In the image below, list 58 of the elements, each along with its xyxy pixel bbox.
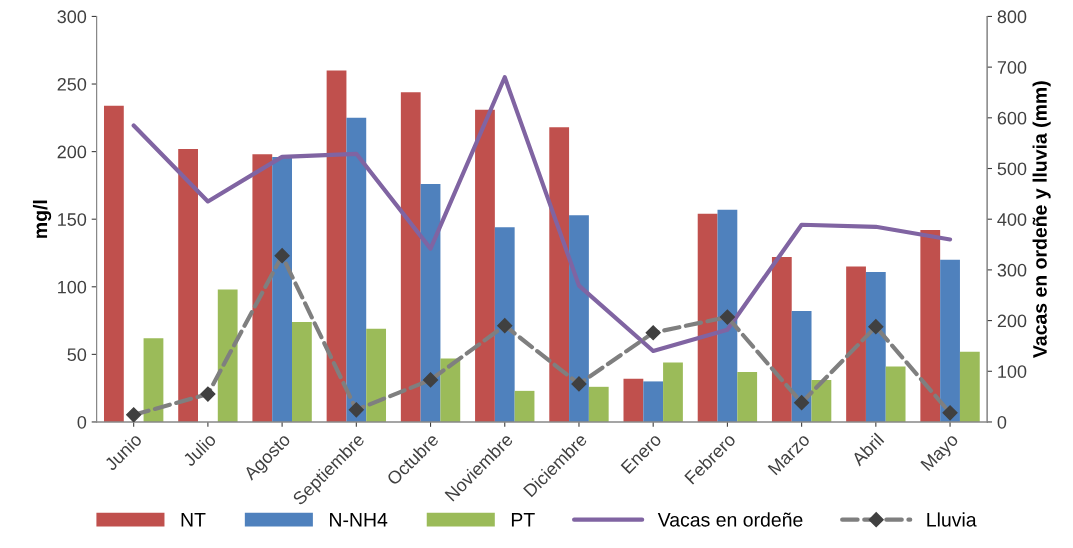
y2-tick-label: 700 <box>997 61 1027 74</box>
y2-axis-title: Vacas en ordeñe y lluvia (mm) <box>1032 81 1051 358</box>
bar <box>366 328 387 422</box>
y2-tick-label: 0 <box>997 415 1007 429</box>
x-tick-label: Julio <box>181 432 217 468</box>
bar <box>623 378 644 422</box>
y-tick-label: 50 <box>67 348 87 362</box>
bar <box>737 371 758 422</box>
bar <box>865 271 886 422</box>
legend-label: PT <box>511 513 535 527</box>
y2-tick-label: 200 <box>997 314 1027 328</box>
y2-tick-label: 100 <box>998 365 1027 378</box>
bar <box>588 386 609 422</box>
y-tick-label: 250 <box>57 77 87 91</box>
bar <box>346 117 367 422</box>
bar <box>178 148 198 422</box>
bar <box>217 289 238 422</box>
y2-tick-label: 500 <box>997 162 1027 176</box>
bar <box>940 259 960 422</box>
y2-tick-label: 400 <box>997 213 1027 226</box>
y2-tick-label: 300 <box>997 263 1027 277</box>
bar <box>959 351 980 422</box>
bar <box>791 311 812 422</box>
bar <box>143 338 164 422</box>
legend-label: Lluvia <box>927 512 977 527</box>
bar <box>420 184 441 422</box>
bar <box>717 209 738 422</box>
bar <box>400 92 421 422</box>
legend-label: N-NH4 <box>330 513 388 527</box>
y-tick-label: 0 <box>77 415 87 429</box>
bar <box>663 362 683 422</box>
bar <box>252 154 273 422</box>
bar <box>549 127 570 422</box>
legend-label: NT <box>181 513 206 527</box>
bar <box>272 157 293 422</box>
y-axis-title: mg/l <box>32 200 52 238</box>
bar <box>440 358 461 422</box>
bar <box>885 366 906 422</box>
bar <box>326 70 347 422</box>
bar <box>846 266 866 422</box>
bar <box>920 230 941 422</box>
y-tick-label: 300 <box>57 10 87 24</box>
bar <box>697 213 718 422</box>
bar <box>475 109 495 422</box>
bar <box>643 381 664 422</box>
bar <box>103 105 124 422</box>
y2-tick-label: 600 <box>997 111 1027 125</box>
line-series <box>131 75 953 354</box>
legend-label: Vacas en ordeñe <box>657 512 803 527</box>
bar <box>494 227 515 422</box>
bar <box>569 215 589 422</box>
y-tick-label: 200 <box>57 145 87 159</box>
bar <box>514 390 535 422</box>
bar <box>771 257 792 422</box>
bar <box>292 321 312 422</box>
y-tick-label: 150 <box>58 213 87 226</box>
y2-tick-label: 800 <box>997 10 1027 24</box>
y-tick-label: 100 <box>58 280 87 294</box>
